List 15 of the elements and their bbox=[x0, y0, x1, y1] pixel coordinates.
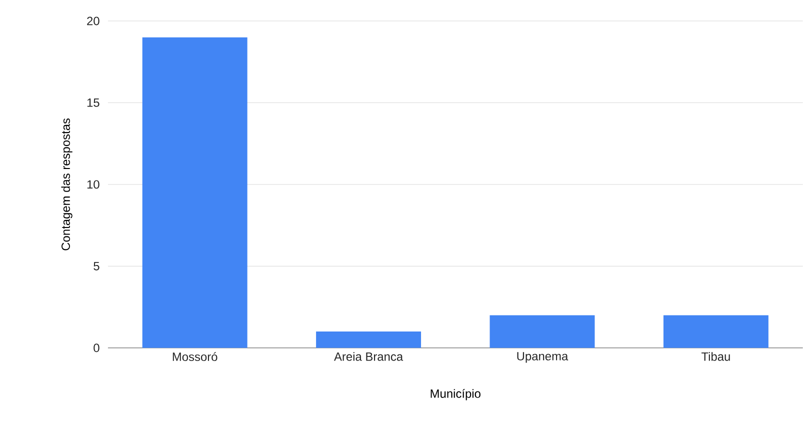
x-tick-label: Tibau bbox=[701, 352, 730, 361]
y-tick-label: 10 bbox=[87, 180, 100, 189]
y-tick-label: 0 bbox=[94, 344, 100, 352]
x-axis-title: Município bbox=[430, 389, 480, 400]
y-tick-label: 5 bbox=[94, 262, 100, 270]
y-tick-label: 15 bbox=[87, 98, 100, 107]
bar bbox=[316, 332, 422, 348]
bar bbox=[663, 315, 768, 348]
y-tick-label: 20 bbox=[87, 16, 100, 26]
bar bbox=[490, 315, 595, 348]
y-axis-title: Contagem das respostas bbox=[61, 118, 72, 250]
x-tick-label: Upanema bbox=[517, 352, 568, 363]
bar bbox=[142, 37, 248, 348]
x-tick-label: Areia Branca bbox=[334, 352, 404, 361]
x-tick-label: Mossoró bbox=[172, 352, 218, 362]
